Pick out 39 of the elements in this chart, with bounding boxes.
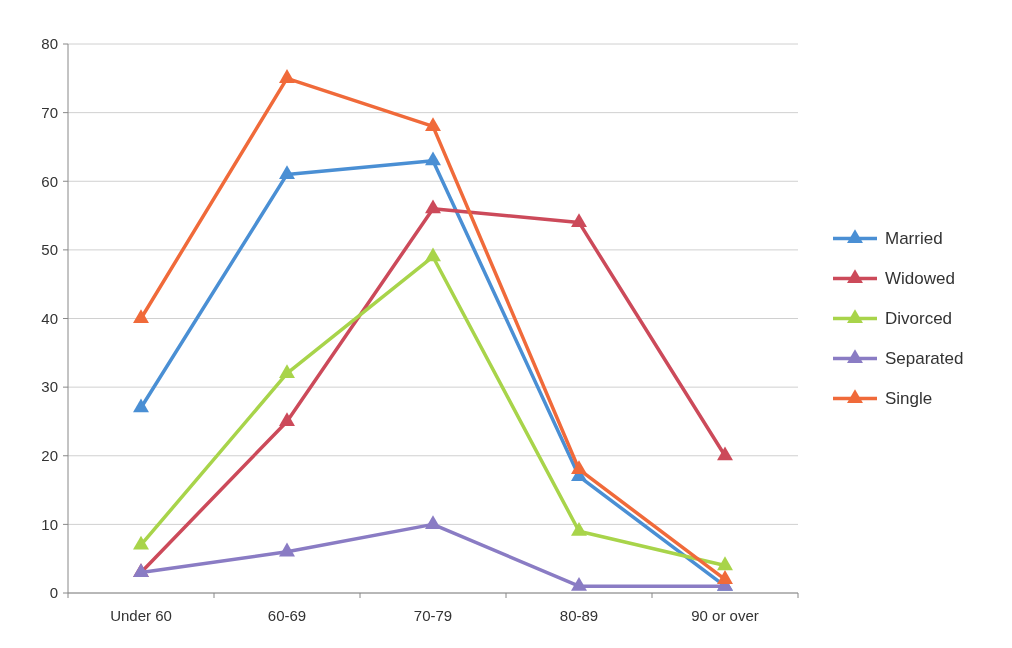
point [717,570,733,584]
legend-label: Single [885,389,933,409]
y-tick-label: 20 [41,447,58,464]
x-tick-label: 70-79 [413,607,453,624]
legend-label: Separated [885,349,964,369]
point [425,117,441,131]
y-tick-label: 80 [41,35,58,53]
point [133,398,149,413]
x-tick-label: 90 or over [691,607,759,624]
point [133,309,149,324]
y-tick-label: 70 [41,103,58,121]
point [571,213,587,228]
point [425,247,441,262]
legend-label: Widowed [885,269,955,289]
x-tick-label: 60-69 [267,607,307,624]
point [279,69,295,83]
y-tick-label: 0 [49,584,58,602]
x-tick-label: Under 60 [110,607,172,624]
point [571,522,587,536]
y-tick-label: 60 [41,172,58,190]
point [717,446,733,461]
y-tick-label: 30 [41,378,58,396]
point [425,515,441,529]
point [717,556,733,571]
point [425,151,441,166]
point [571,460,587,475]
legend-label: Divorced [885,309,953,329]
point [279,412,295,427]
legend-label: Married [885,229,943,249]
point [571,576,587,591]
point [279,542,295,557]
point [133,535,149,550]
point [279,364,295,378]
y-tick-label: 50 [41,241,58,259]
point [425,199,441,214]
y-tick-label: 10 [41,515,58,533]
y-tick-label: 40 [41,309,58,327]
x-tick-label: 80-89 [559,607,599,624]
point [279,165,295,179]
